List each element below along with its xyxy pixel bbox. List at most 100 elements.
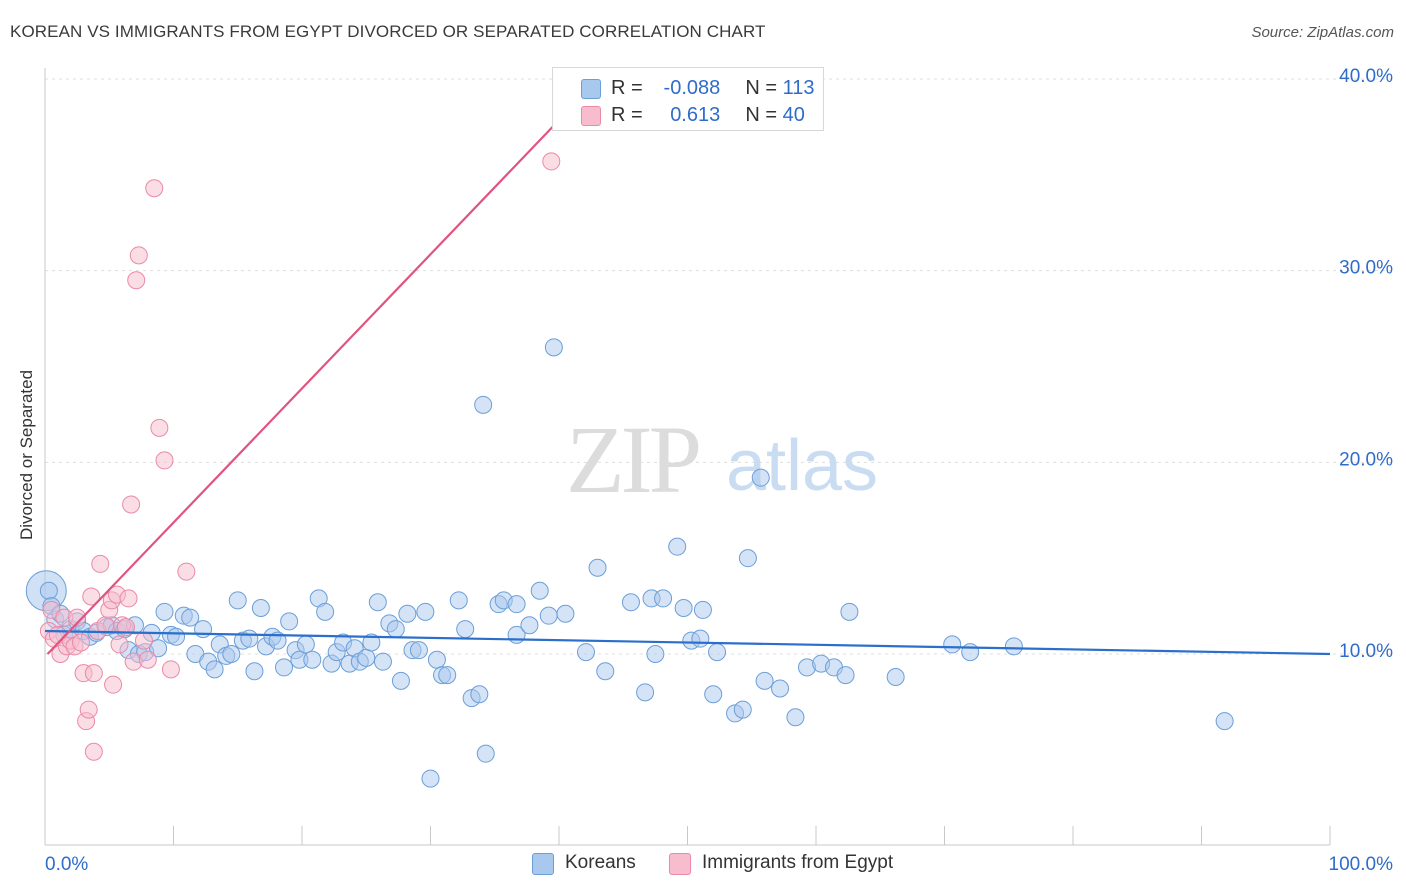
data-point-korean <box>149 639 168 658</box>
data-point-korean <box>275 658 294 677</box>
data-point-korean <box>621 593 640 612</box>
data-point-korean <box>251 599 270 617</box>
data-point-korean <box>576 643 595 662</box>
series-koreans <box>25 338 1234 788</box>
data-point-egypt <box>104 675 123 694</box>
data-point-korean <box>373 652 392 671</box>
data-point-korean <box>886 668 905 686</box>
data-point-korean <box>704 685 723 704</box>
chart-title: KOREAN VS IMMIGRANTS FROM EGYPT DIVORCED… <box>10 22 766 41</box>
data-point-korean <box>222 645 241 663</box>
legend-r-value: -0.088 <box>663 77 721 99</box>
data-point-egypt <box>122 495 141 514</box>
data-point-egypt <box>155 451 174 470</box>
legend-label-koreans: Koreans <box>565 852 636 873</box>
data-point-korean <box>544 338 563 357</box>
y-axis-label: Divorced or Separated <box>17 369 36 541</box>
trendlines <box>44 99 1331 656</box>
data-point-korean <box>474 395 493 414</box>
data-point-korean <box>438 666 457 685</box>
data-point-korean <box>771 679 790 698</box>
data-point-korean <box>596 662 615 681</box>
legend-row-koreans: R = -0.088 N = 113 <box>553 76 823 102</box>
x-tick-label: 0.0% <box>45 854 88 875</box>
legend-swatch-koreans <box>581 79 601 99</box>
data-point-korean <box>693 600 712 619</box>
x-tick-labels: 0.0% 100.0% <box>45 854 1393 875</box>
data-point-korean <box>316 602 335 621</box>
data-point-egypt <box>134 631 153 650</box>
data-point-korean <box>181 608 200 627</box>
data-point-korean <box>245 662 264 681</box>
data-point-egypt <box>177 562 196 581</box>
legend-swatch-koreans <box>532 853 554 875</box>
legend-row-egypt: R = 0.613 N = 40 <box>553 103 823 129</box>
data-point-korean <box>943 635 962 654</box>
legend-n-label: N = <box>745 104 778 126</box>
data-point-korean <box>398 604 417 623</box>
data-point-egypt <box>68 608 87 627</box>
data-point-korean <box>588 558 607 577</box>
watermark: ZIP atlas <box>566 406 878 513</box>
data-point-korean <box>303 650 322 669</box>
data-point-korean <box>409 641 428 660</box>
data-point-korean <box>507 595 526 614</box>
data-point-korean <box>755 671 774 690</box>
trendline-egypt <box>46 126 554 655</box>
data-point-korean <box>205 660 224 679</box>
data-point-egypt <box>129 246 148 265</box>
data-point-korean <box>391 671 410 690</box>
data-point-egypt <box>127 271 146 290</box>
data-point-korean <box>449 591 468 610</box>
data-point-egypt <box>110 635 129 654</box>
legend-r-label: R = <box>611 104 643 126</box>
data-point-egypt <box>91 554 110 573</box>
data-point-korean <box>416 602 435 621</box>
y-tick-label: 40.0% <box>1339 66 1393 87</box>
data-point-korean <box>470 685 489 704</box>
data-point-korean <box>751 468 770 487</box>
data-point-korean <box>1215 712 1234 731</box>
data-point-egypt <box>138 650 157 669</box>
data-point-korean <box>556 604 575 623</box>
data-point-egypt <box>79 700 98 719</box>
data-point-korean <box>636 683 655 702</box>
legend-swatch-egypt <box>581 106 601 126</box>
data-point-korean <box>296 635 315 654</box>
data-point-egypt <box>150 418 169 437</box>
source-label: Source: ZipAtlas.com <box>1251 24 1394 41</box>
axes <box>44 68 1331 846</box>
legend-n-value: 113 <box>782 77 815 99</box>
data-point-egypt <box>145 179 164 198</box>
data-point-korean <box>1004 637 1023 656</box>
watermark-atlas: atlas <box>726 426 878 506</box>
data-point-korean <box>280 612 299 631</box>
gridlines <box>45 78 1392 655</box>
y-tick-label: 10.0% <box>1339 641 1393 662</box>
legend-swatch-egypt <box>669 853 691 875</box>
data-point-korean <box>357 648 376 667</box>
data-point-korean <box>155 602 174 621</box>
watermark-zip: ZIP <box>566 406 699 513</box>
data-point-korean <box>476 744 495 763</box>
legend-label-egypt: Immigrants from Egypt <box>702 852 894 873</box>
legend-n-label: N = <box>745 77 778 99</box>
data-point-egypt <box>84 742 103 761</box>
data-point-korean <box>836 666 855 685</box>
data-point-egypt <box>84 664 103 683</box>
data-point-korean <box>368 593 387 612</box>
data-point-korean <box>738 549 757 568</box>
data-point-egypt <box>82 587 101 606</box>
data-point-korean <box>240 629 259 648</box>
legend-r-label: R = <box>611 77 643 99</box>
data-point-egypt <box>71 633 90 652</box>
legend-n-value: 40 <box>782 104 805 126</box>
data-point-korean <box>427 650 446 669</box>
y-tick-label: 20.0% <box>1339 449 1393 470</box>
data-point-korean <box>386 620 405 639</box>
data-point-korean <box>708 643 727 662</box>
x-tick-label: 100.0% <box>1329 854 1394 875</box>
data-point-korean <box>840 602 859 621</box>
data-point-korean <box>167 627 186 646</box>
